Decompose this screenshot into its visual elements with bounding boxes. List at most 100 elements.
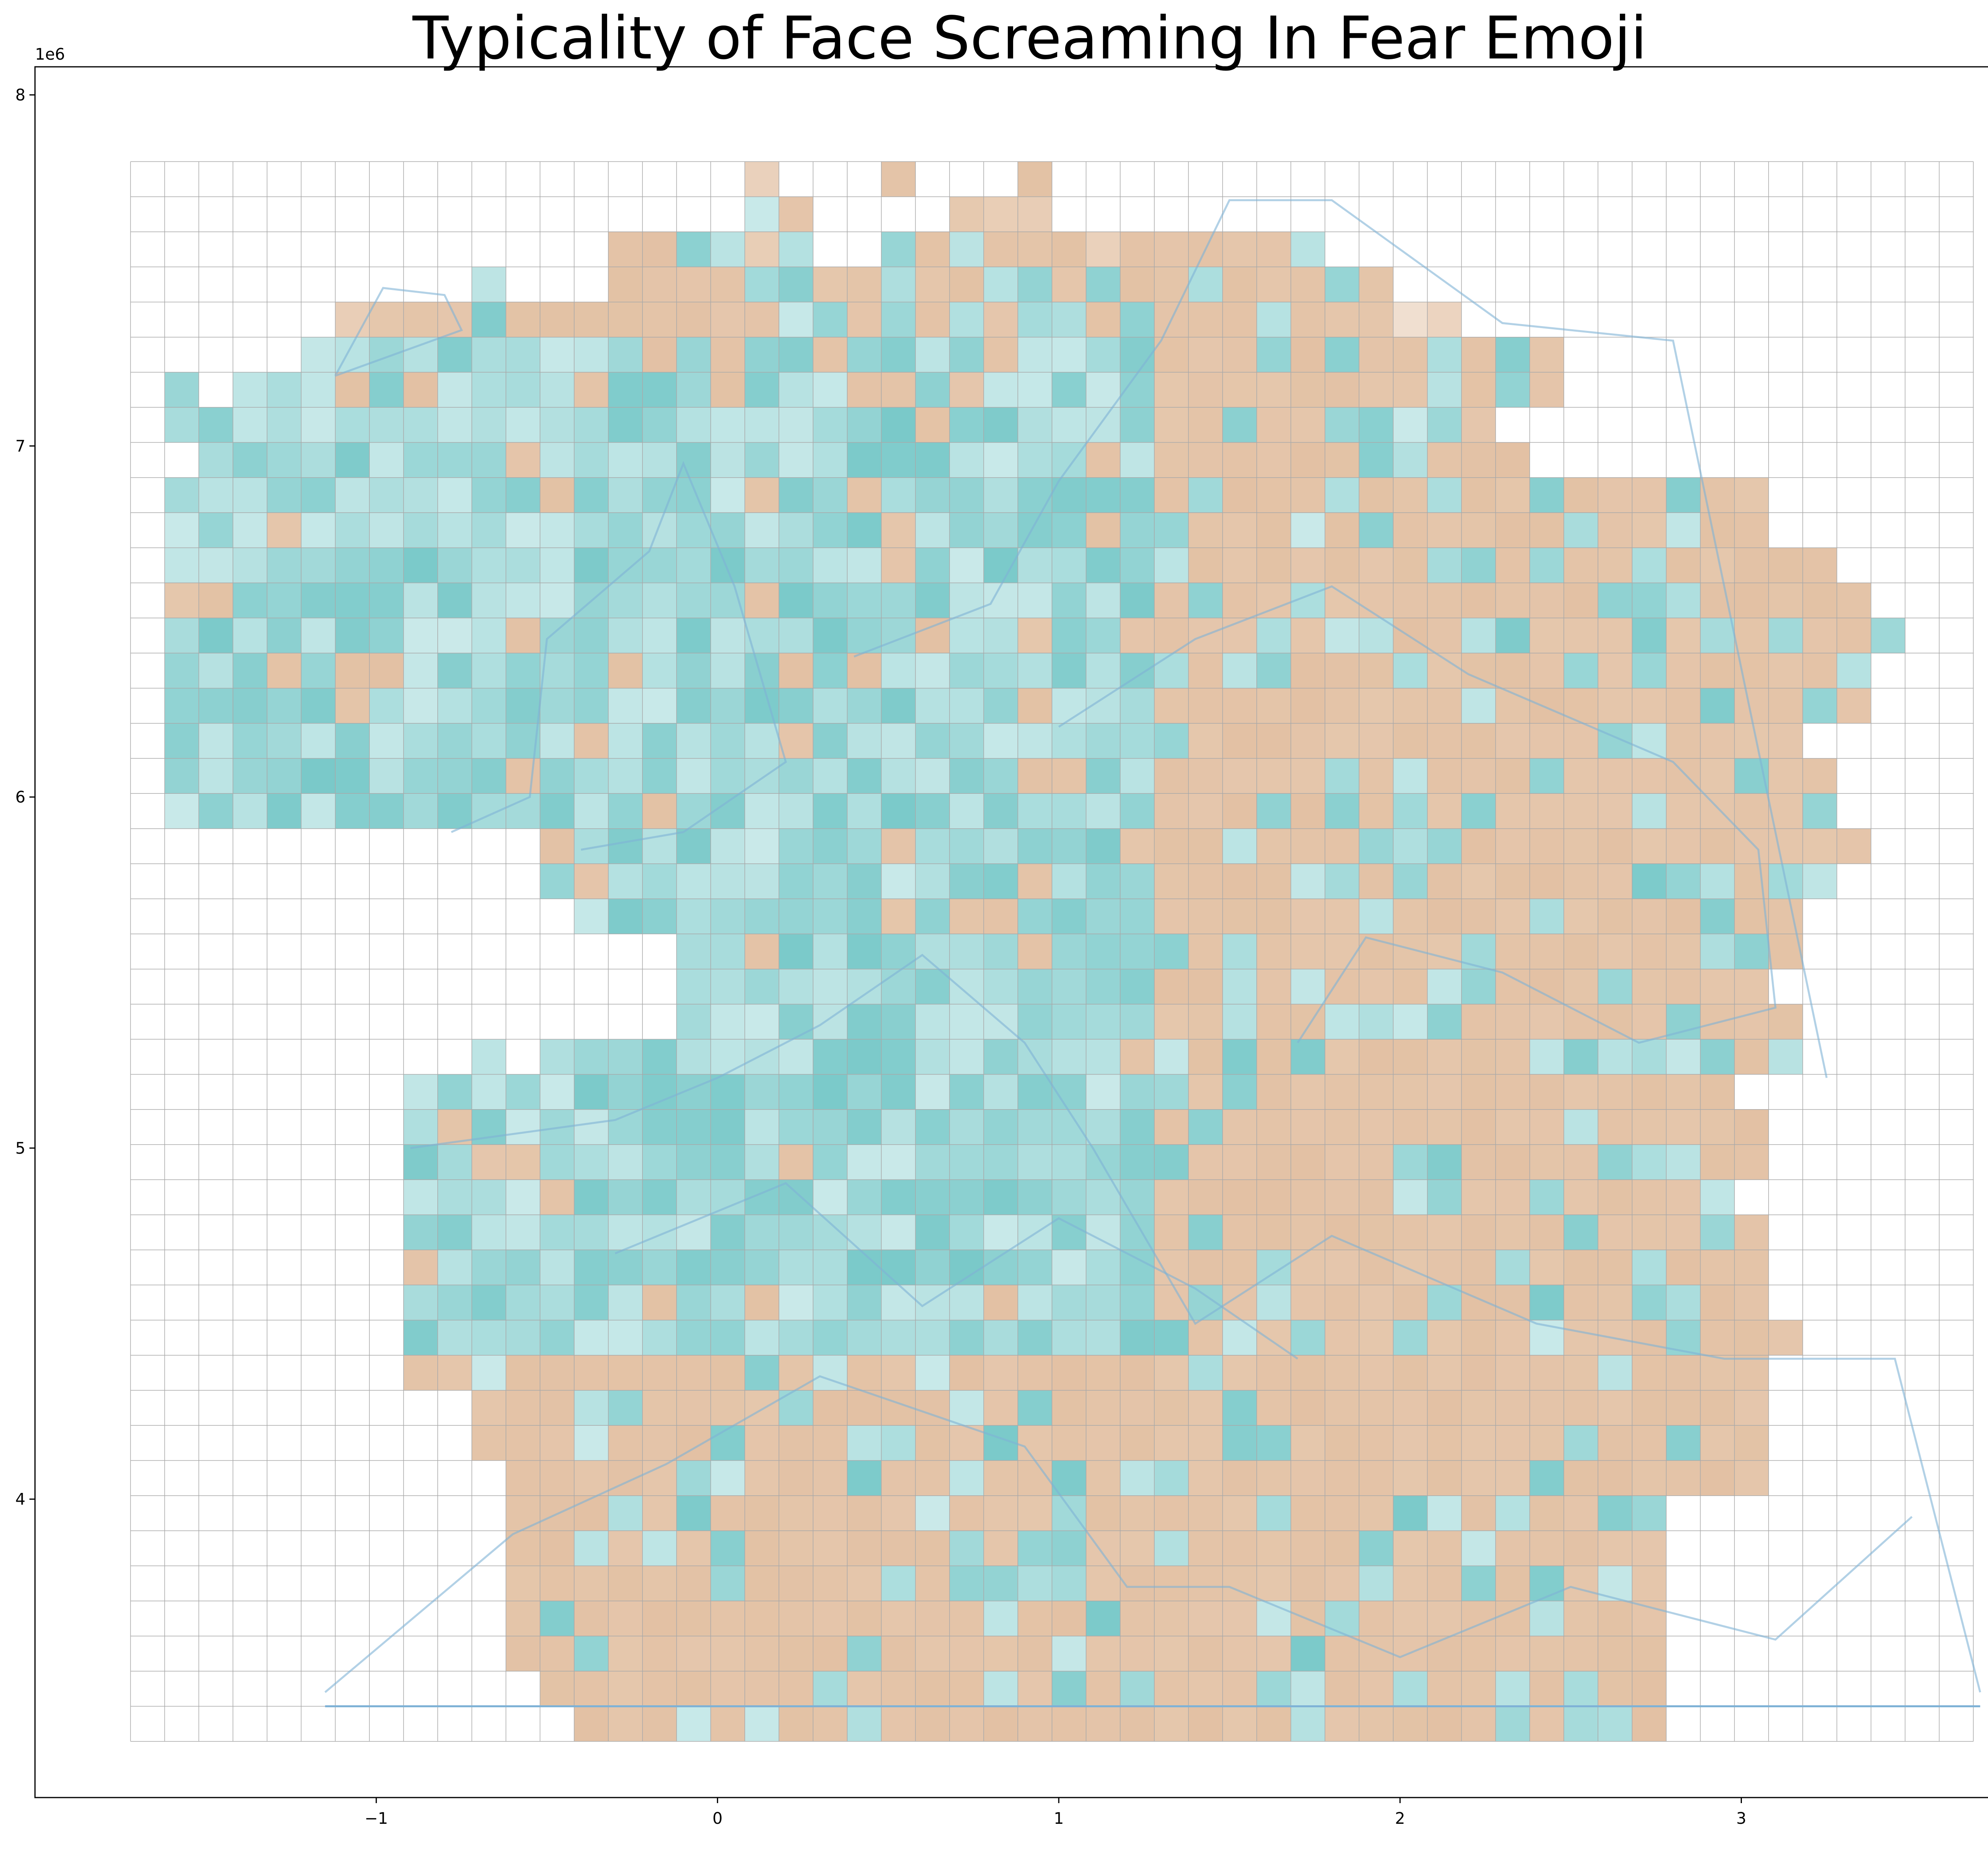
heatmap-cell <box>1564 548 1598 583</box>
heatmap-cell <box>1188 688 1223 723</box>
heatmap-cell <box>1086 1390 1120 1426</box>
heatmap-cell <box>915 1460 950 1496</box>
heatmap-cell <box>676 1636 711 1671</box>
heatmap-cell <box>1188 1566 1223 1601</box>
heatmap-cell <box>676 1355 711 1390</box>
heatmap-cell <box>1461 1320 1496 1355</box>
heatmap-cell <box>1291 1180 1325 1215</box>
heatmap-cell <box>1120 1320 1155 1355</box>
heatmap-cell <box>847 513 881 548</box>
heatmap-cell <box>301 793 336 829</box>
heatmap-cell <box>1427 1355 1462 1390</box>
heatmap-cell <box>1256 618 1291 653</box>
heatmap-cell <box>1564 1495 1598 1531</box>
heatmap-cell <box>1427 793 1462 829</box>
grid-layer <box>130 161 1974 1742</box>
heatmap-cell <box>915 231 950 267</box>
heatmap-cell <box>711 688 745 723</box>
heatmap-cell <box>1666 688 1701 723</box>
heatmap-cell <box>1086 1074 1120 1110</box>
heatmap-cell <box>813 899 847 934</box>
heatmap-cell <box>1461 1215 1496 1250</box>
heatmap-cell <box>642 267 677 302</box>
heatmap-cell <box>1734 548 1769 583</box>
heatmap-cell <box>984 1390 1018 1426</box>
heatmap-cell <box>1291 1039 1325 1075</box>
heatmap-cell <box>1291 1320 1325 1355</box>
heatmap-cell <box>1052 828 1086 864</box>
heatmap-cell <box>574 618 608 653</box>
heatmap-cell <box>1427 1039 1462 1075</box>
heatmap-cell <box>745 1145 779 1180</box>
heatmap-cell <box>1154 1495 1189 1531</box>
heatmap-cell <box>1632 1460 1666 1496</box>
heatmap-cell <box>984 1215 1018 1250</box>
heatmap-cell <box>301 758 336 794</box>
heatmap-cell <box>267 793 301 829</box>
heatmap-cell <box>1530 1460 1564 1496</box>
heatmap-cell <box>745 1004 779 1040</box>
heatmap-cell <box>847 477 881 513</box>
heatmap-cell <box>1359 723 1394 759</box>
heatmap-cell <box>1700 618 1735 653</box>
heatmap-cell <box>745 442 779 478</box>
heatmap-cell <box>1495 1145 1530 1180</box>
heatmap-cell <box>1256 267 1291 302</box>
heatmap-cell <box>847 1601 881 1636</box>
heatmap-cell <box>1632 1636 1666 1671</box>
heatmap-cell <box>608 618 643 653</box>
heatmap-cell <box>711 1320 745 1355</box>
heatmap-cell <box>1700 653 1735 688</box>
heatmap-cell <box>1086 1320 1120 1355</box>
heatmap-cell <box>1393 828 1427 864</box>
heatmap-cell <box>1120 442 1155 478</box>
heatmap-cell <box>1325 477 1359 513</box>
heatmap-cell <box>676 1531 711 1566</box>
heatmap-cell <box>949 196 984 232</box>
heatmap-cell <box>403 1285 438 1320</box>
heatmap-cell <box>1017 302 1052 337</box>
cells-layer <box>165 161 1905 1741</box>
heatmap-cell <box>745 828 779 864</box>
heatmap-cell <box>745 513 779 548</box>
heatmap-cell <box>1120 477 1155 513</box>
heatmap-cell <box>1188 548 1223 583</box>
heatmap-cell <box>1530 337 1564 372</box>
heatmap-cell <box>676 372 711 408</box>
heatmap-cell <box>1734 583 1769 618</box>
heatmap-cell <box>165 513 199 548</box>
heatmap-cell <box>642 583 677 618</box>
heatmap-cell <box>1325 372 1359 408</box>
heatmap-cell <box>335 548 370 583</box>
heatmap-cell <box>403 653 438 688</box>
heatmap-cell <box>676 969 711 1004</box>
heatmap-cell <box>949 1320 984 1355</box>
heatmap-cell <box>1666 863 1701 899</box>
heatmap-cell <box>1325 337 1359 372</box>
heatmap-cell <box>1632 723 1666 759</box>
heatmap-cell <box>1393 1004 1427 1040</box>
heatmap-cell <box>1598 548 1632 583</box>
heatmap-cell <box>1598 1706 1632 1741</box>
heatmap-cell <box>437 1215 472 1250</box>
heatmap-cell <box>1427 1566 1462 1601</box>
heatmap-cell <box>915 1531 950 1566</box>
heatmap-cell <box>1359 1109 1394 1145</box>
heatmap-cell <box>642 302 677 337</box>
heatmap-cell <box>1222 1355 1257 1390</box>
heatmap-cell <box>1052 1285 1086 1320</box>
heatmap-cell <box>608 1531 643 1566</box>
heatmap-cell <box>1632 1074 1666 1110</box>
heatmap-cell <box>1188 969 1223 1004</box>
heatmap-cell <box>813 1566 847 1601</box>
heatmap-cell <box>1495 1320 1530 1355</box>
heatmap-cell <box>267 477 301 513</box>
heatmap-cell <box>881 1601 916 1636</box>
heatmap-cell <box>1086 863 1120 899</box>
heatmap-cell <box>1325 1355 1359 1390</box>
heatmap-cell <box>267 758 301 794</box>
heatmap-cell <box>1086 1215 1120 1250</box>
heatmap-cell <box>1700 688 1735 723</box>
heatmap-cell <box>1154 688 1189 723</box>
heatmap-cell <box>1017 442 1052 478</box>
